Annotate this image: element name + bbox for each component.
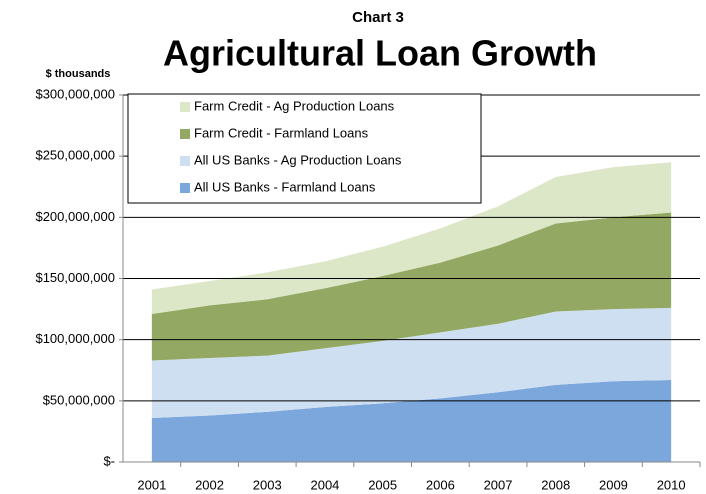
x-tick-label: 2010 — [657, 477, 686, 492]
legend-swatch — [180, 129, 190, 139]
y-tick-label: $200,000,000 — [35, 209, 115, 224]
legend-swatch — [180, 102, 190, 112]
y-tick-label: $50,000,000 — [43, 392, 115, 407]
chart-title: Agricultural Loan Growth — [163, 33, 597, 74]
legend-swatch — [180, 183, 190, 193]
legend-label: All US Banks - Ag Production Loans — [194, 152, 402, 167]
x-tick-label: 2003 — [253, 477, 282, 492]
y-tick-label: $- — [103, 453, 115, 468]
area — [151, 212, 672, 361]
legend-swatch — [180, 156, 190, 166]
x-tick-label: 2007 — [484, 477, 513, 492]
area — [151, 307, 672, 418]
y-tick-label: $250,000,000 — [35, 148, 115, 163]
chart-supertitle: Chart 3 — [352, 9, 404, 26]
y-tick-label: $150,000,000 — [35, 270, 115, 285]
x-tick-label: 2004 — [310, 477, 339, 492]
y-tick-label: $100,000,000 — [35, 331, 115, 346]
x-tick-label: 2002 — [195, 477, 224, 492]
legend-label: Farm Credit - Ag Production Loans — [194, 98, 395, 113]
y-axis-label: $ thousands — [46, 68, 111, 80]
x-tick-label: 2005 — [368, 477, 397, 492]
x-tick-label: 2008 — [541, 477, 570, 492]
area — [151, 162, 672, 314]
y-tick-label: $300,000,000 — [35, 86, 115, 101]
x-tick-label: 2009 — [599, 477, 628, 492]
x-tick-label: 2006 — [426, 477, 455, 492]
x-tick-label: 2001 — [137, 477, 166, 492]
legend-label: All US Banks - Farmland Loans — [194, 179, 376, 194]
legend-label: Farm Credit - Farmland Loans — [194, 125, 369, 140]
